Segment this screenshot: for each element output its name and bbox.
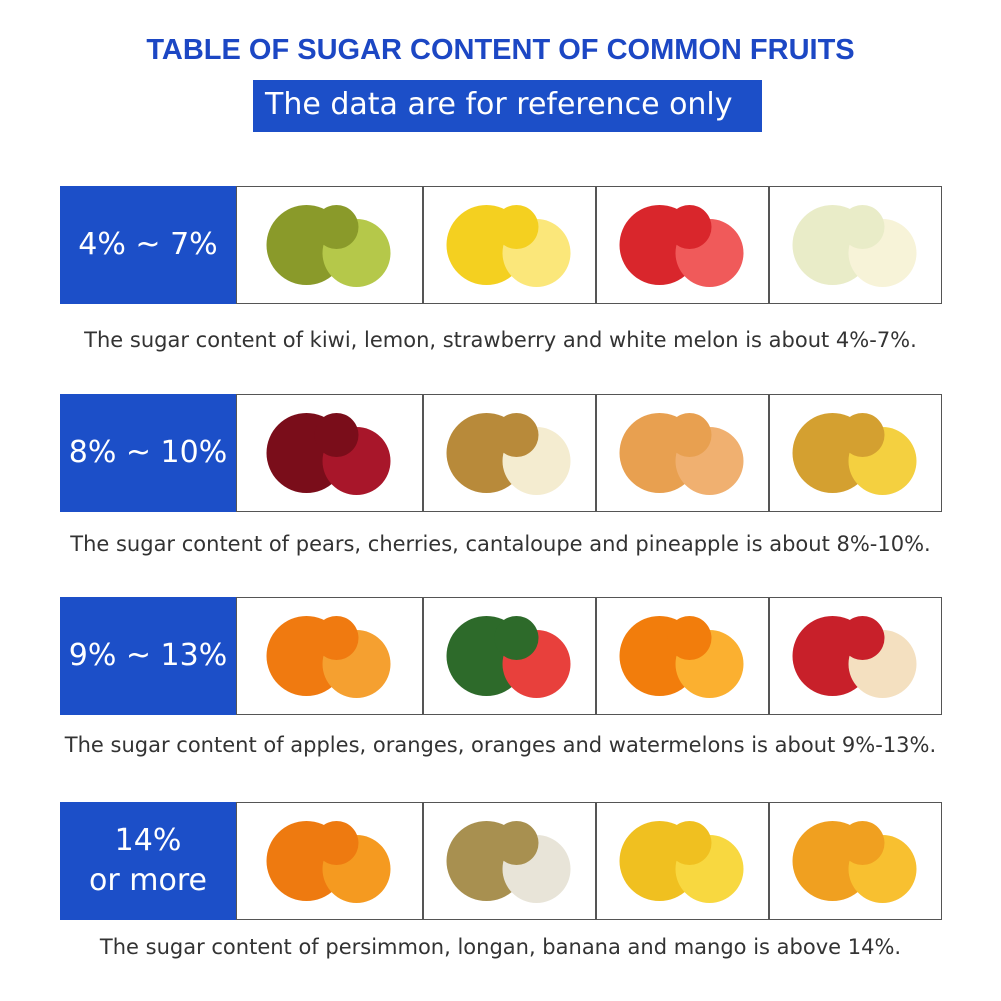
fruit-shape (494, 205, 539, 249)
fruit-cell (596, 597, 769, 715)
fruit-shape (667, 821, 712, 865)
fruit-shape (840, 821, 885, 865)
fruit-shape (494, 616, 539, 660)
fruit-shape (314, 616, 359, 660)
fruit-cell (769, 597, 942, 715)
fruit-image (266, 821, 391, 903)
fruit-image (792, 821, 917, 903)
range-label-line: 9% ~ 13% (68, 638, 228, 673)
fruit-cell (769, 394, 942, 512)
subtitle: The data are for reference only (265, 87, 733, 122)
fruit-cell (236, 394, 423, 512)
range-label: 14% or more (60, 802, 236, 920)
fruit-cell (423, 394, 596, 512)
fruit-shape (314, 205, 359, 249)
fruit-shape (840, 205, 885, 249)
fruit-image (266, 413, 391, 495)
fruit-image (619, 821, 744, 903)
fruit-cell (423, 186, 596, 304)
fruit-image (446, 616, 571, 698)
title: TABLE OF SUGAR CONTENT OF COMMON FRUITS (146, 34, 855, 66)
fruit-cell (596, 394, 769, 512)
fruit-shape (667, 205, 712, 249)
row: 4% ~ 7% (60, 186, 942, 304)
range-label-line: or more (89, 863, 207, 898)
fruit-image (266, 205, 391, 287)
range-label-line: 14% (114, 823, 182, 858)
fruit-shape (667, 413, 712, 457)
caption: The sugar content of apples, oranges, or… (64, 733, 937, 757)
fruit-image (792, 413, 917, 495)
row: 8% ~ 10% (60, 394, 942, 512)
caption: The sugar content of pears, cherries, ca… (70, 532, 931, 556)
fruit-shape (840, 616, 885, 660)
fruit-cell (236, 802, 423, 920)
range-label: 8% ~ 10% (60, 394, 236, 512)
fruit-cell (423, 802, 596, 920)
fruit-image (619, 205, 744, 287)
fruit-image (446, 821, 571, 903)
range-label-line: 8% ~ 10% (68, 435, 228, 470)
row: 14% or more (60, 802, 942, 920)
fruit-image (446, 413, 571, 495)
fruit-shape (494, 413, 539, 457)
fruit-image (266, 616, 391, 698)
fruit-cell (236, 597, 423, 715)
fruit-cell (423, 597, 596, 715)
fruit-cell (236, 186, 423, 304)
fruit-shape (314, 821, 359, 865)
fruit-shape (840, 413, 885, 457)
range-label: 9% ~ 13% (60, 597, 236, 715)
fruit-cell (596, 802, 769, 920)
caption: The sugar content of persimmon, longan, … (99, 935, 902, 959)
fruit-shape (667, 616, 712, 660)
range-label-line: 4% ~ 7% (78, 227, 218, 262)
fruit-image (792, 616, 917, 698)
fruit-image (619, 616, 744, 698)
fruit-shape (494, 821, 539, 865)
row: 9% ~ 13% (60, 597, 942, 715)
fruit-image (446, 205, 571, 287)
fruit-cell (769, 802, 942, 920)
subtitle-box: The data are for reference only (253, 80, 762, 132)
fruit-image (619, 413, 744, 495)
fruit-image (792, 205, 917, 287)
range-label: 4% ~ 7% (60, 186, 236, 304)
fruit-cell (596, 186, 769, 304)
fruit-shape (314, 413, 359, 457)
caption: The sugar content of kiwi, lemon, strawb… (84, 328, 917, 352)
fruit-cell (769, 186, 942, 304)
